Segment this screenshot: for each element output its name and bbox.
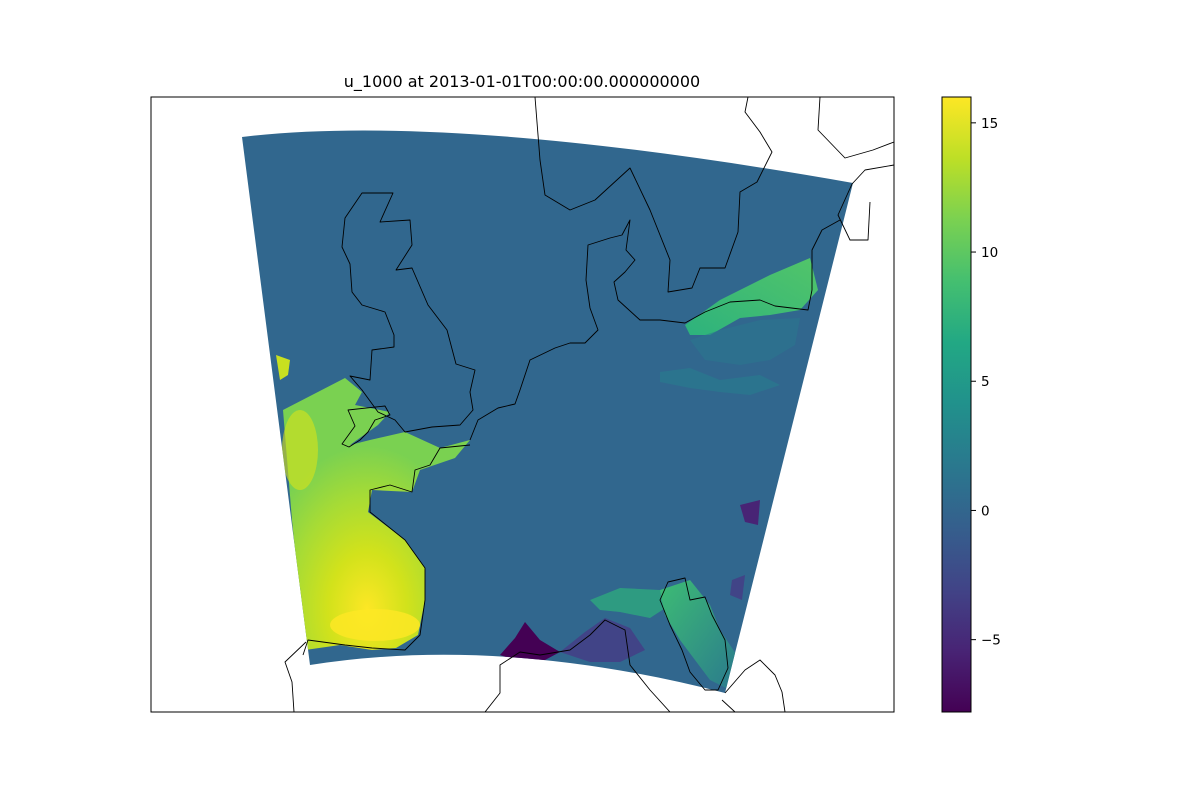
region-biscay-core [330, 609, 420, 641]
region-biscay [283, 378, 470, 650]
coastline-scandinavia [534, 97, 773, 293]
region-gulf-of-lion [590, 588, 670, 618]
region-baltic [685, 258, 818, 335]
field-domain [242, 130, 853, 694]
colorbar-tick-label: −5 [981, 633, 1001, 649]
region-baltic-fringe [660, 368, 780, 395]
colorbar-tick-label: 5 [981, 374, 990, 390]
region-alps-east [740, 500, 760, 525]
chart-title: u_1000 at 2013-01-01T00:00:00.000000000 [344, 72, 700, 92]
coastlines [284, 97, 894, 712]
coastline-ireland [341, 405, 391, 448]
coastline-baltic-north [817, 97, 894, 159]
colorbar-tick-label: 0 [981, 503, 990, 519]
colorbar-tick-label: 10 [981, 245, 998, 261]
region-adriatic [660, 580, 740, 690]
coastline-italy [659, 577, 729, 691]
coastline-finland [837, 164, 894, 241]
coastline-adriatic-east [724, 659, 786, 712]
coastline-mediterranean [484, 619, 671, 712]
region-alps-west [500, 622, 560, 662]
colorbar-ticks: −5 0 5 10 15 [971, 116, 1001, 649]
map-axes [150, 96, 895, 713]
coastline-great-britain [341, 192, 476, 433]
coastline-iberia [284, 641, 307, 712]
coastline-north-sea [469, 219, 841, 441]
region-dinaric [730, 575, 745, 600]
coastline-france [302, 444, 471, 656]
colorbar-tick-label: 15 [981, 116, 998, 132]
region-baltic-fringe-2 [690, 318, 800, 365]
coastline-balkans-south [721, 699, 736, 712]
colorbar-gradient [941, 96, 972, 713]
region-biscay-core-2 [282, 410, 318, 490]
region-atlantic [276, 355, 290, 380]
colorbar: −5 0 5 10 15 [941, 96, 1001, 713]
